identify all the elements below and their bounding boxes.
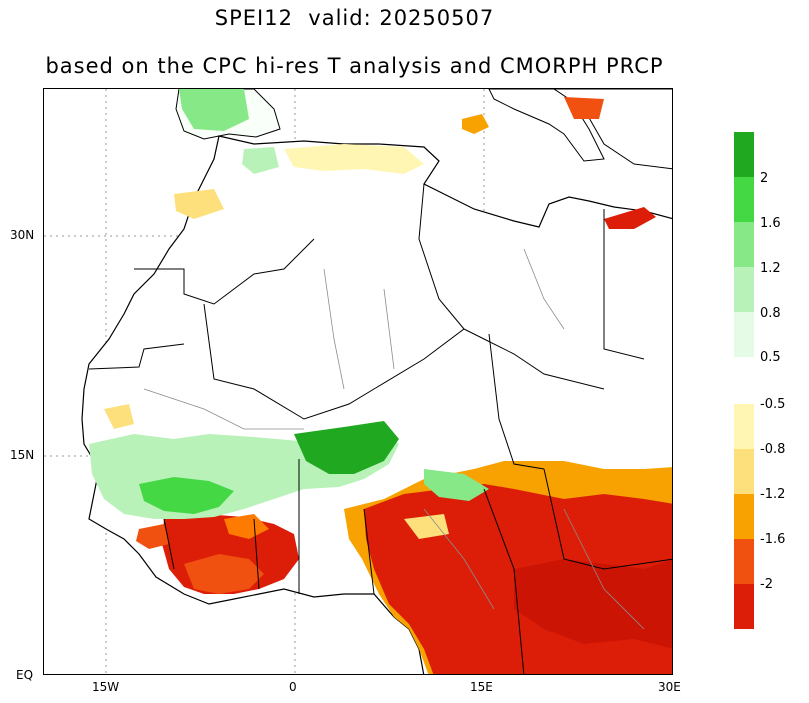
colorbar-label-dry-5: -2: [760, 577, 773, 592]
colorbar-label-wet-2: 1.6: [760, 216, 781, 231]
colorbar-label-dry-3: -1.2: [760, 487, 786, 502]
colorbar-label-dry-2: -0.8: [760, 442, 786, 457]
colorbar-swatch-wet-3: [734, 222, 754, 267]
colorbar-dry: [734, 404, 754, 629]
colorbar-swatch-wet-4: [734, 267, 754, 312]
colorbar-swatch-dry-3: [734, 494, 754, 539]
country-borders: [88, 183, 672, 674]
colorbar-label-wet-4: 0.8: [760, 306, 781, 321]
admin-borders: [143, 248, 645, 630]
colorbar-label-dry-1: -0.5: [760, 397, 786, 412]
lon-tick-15w: 15W: [92, 680, 120, 694]
colorbar-label-dry-4: -1.6: [760, 532, 786, 547]
colorbar-swatch-wet-2: [734, 177, 754, 222]
drought-map: [44, 89, 672, 674]
lat-tick-15n: 15N: [10, 448, 35, 462]
colorbar-swatch-dry-2: [734, 449, 754, 494]
colorbar-swatch-dry-1: [734, 404, 754, 449]
lat-tick-eq: EQ: [16, 668, 34, 682]
colorbar-swatch-dry-4: [734, 539, 754, 584]
lon-tick-0: 0: [289, 680, 297, 694]
lat-tick-30n: 30N: [10, 228, 35, 242]
map-panel: [43, 88, 673, 675]
chart-subtitle: based on the CPC hi-res T analysis and C…: [45, 54, 664, 78]
lon-tick-15e: 15E: [470, 680, 493, 694]
colorbar-swatch-dry-5: [734, 584, 754, 629]
colorbar-swatch-wet-1: [734, 132, 754, 177]
chart-title: SPEI12 valid: 20250507: [214, 6, 495, 30]
wet-anomaly-region: [89, 89, 489, 519]
lon-tick-30e: 30E: [658, 680, 681, 694]
colorbar-label-wet-3: 1.2: [760, 261, 781, 276]
colorbar-label-wet-1: 2: [760, 171, 769, 186]
dry-anomaly-region: [136, 97, 672, 674]
mild-dry-patches: [104, 144, 449, 539]
colorbar-wet: [734, 132, 754, 357]
colorbar-swatch-wet-5: [734, 312, 754, 357]
colorbar-label-wet-5: 0.5: [760, 350, 781, 365]
